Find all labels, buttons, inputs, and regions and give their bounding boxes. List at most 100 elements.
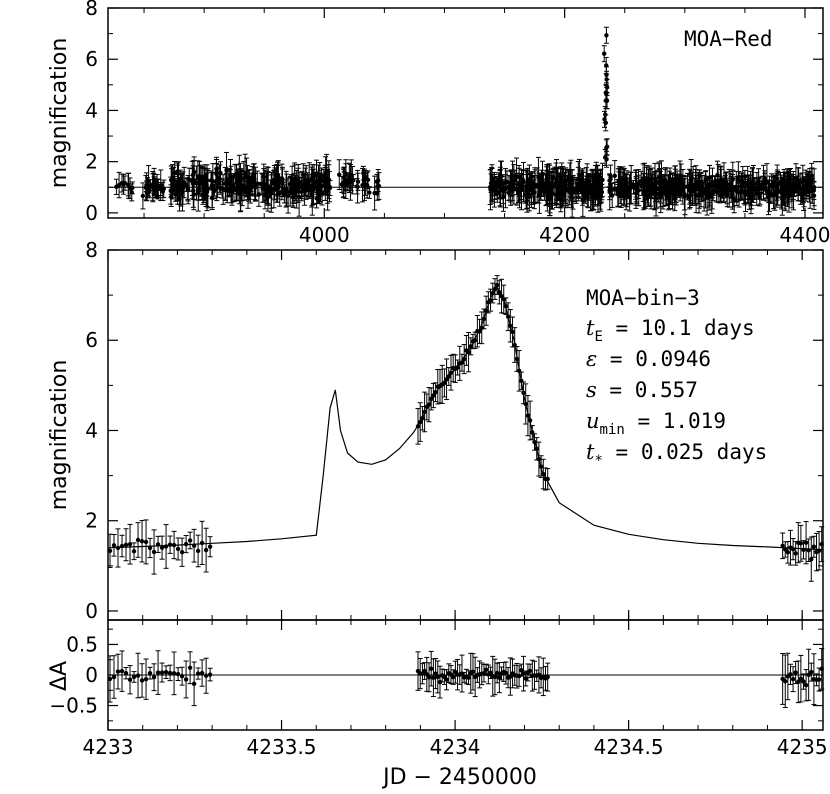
data-point <box>783 547 788 552</box>
data-point <box>169 178 174 183</box>
data-point <box>252 185 258 190</box>
data-point <box>477 329 482 334</box>
data-point <box>594 181 599 186</box>
data-point <box>488 297 493 303</box>
data-point <box>324 179 329 184</box>
y-tick-label: 4 <box>85 418 98 442</box>
residual-data-points <box>107 648 825 708</box>
top-axis-ticks: 0 2 4 6 8 4000 4200 4400 <box>85 0 830 247</box>
data-point <box>532 439 537 445</box>
data-point <box>497 290 502 295</box>
data-point <box>415 424 421 429</box>
data-point <box>546 182 552 187</box>
data-point <box>784 184 790 190</box>
data-point <box>503 303 509 309</box>
residual-point <box>433 671 438 676</box>
data-point <box>816 548 822 553</box>
data-point <box>792 187 797 192</box>
spike-point <box>604 144 610 149</box>
data-point <box>803 540 809 545</box>
data-point <box>284 187 289 193</box>
residual-point <box>426 675 432 680</box>
residual-point <box>819 666 824 672</box>
data-point <box>301 172 306 177</box>
residual-point <box>107 676 113 682</box>
data-point <box>790 546 796 552</box>
data-point <box>151 549 157 555</box>
data-point <box>461 356 467 362</box>
data-point <box>210 179 216 184</box>
data-point <box>420 416 425 421</box>
data-point <box>658 192 663 198</box>
data-point <box>190 173 196 178</box>
data-point <box>529 188 534 193</box>
x-tick-label: 4200 <box>539 223 590 247</box>
data-point <box>354 184 360 189</box>
data-point <box>277 190 282 196</box>
data-point <box>620 182 625 187</box>
residual-point <box>801 679 806 684</box>
data-point <box>521 390 526 396</box>
data-point <box>367 190 372 195</box>
residual-point <box>183 677 189 682</box>
data-point <box>672 190 678 195</box>
data-point <box>259 181 264 187</box>
data-point <box>363 182 368 187</box>
residual-point <box>444 677 449 682</box>
residual-point <box>115 669 121 674</box>
spike-point <box>603 112 608 117</box>
data-point <box>545 476 550 482</box>
data-point <box>489 183 495 189</box>
residual-point <box>793 670 798 675</box>
residual-point <box>119 668 125 674</box>
data-point <box>644 180 649 186</box>
data-point <box>315 189 320 194</box>
data-point <box>175 546 181 552</box>
data-point <box>422 409 427 415</box>
data-point <box>123 542 129 547</box>
residual-point <box>470 669 476 674</box>
data-point <box>151 179 157 185</box>
data-point <box>523 401 528 407</box>
spike-point <box>602 117 607 122</box>
data-point <box>155 542 161 547</box>
data-point <box>311 172 317 178</box>
residual-point <box>191 681 197 687</box>
residual-ylabel: ΔA <box>47 661 72 691</box>
data-point <box>265 185 270 190</box>
data-point <box>538 184 544 190</box>
y-tick-label: 0 <box>85 599 98 623</box>
data-point <box>673 181 678 187</box>
data-point <box>306 183 311 189</box>
data-point <box>346 177 351 182</box>
data-point <box>504 179 510 185</box>
y-tick-label: 0 <box>85 201 98 225</box>
data-point <box>785 550 791 555</box>
data-point <box>775 181 781 187</box>
data-point <box>615 192 621 197</box>
data-point <box>146 178 151 184</box>
data-point <box>700 189 706 194</box>
data-point <box>810 188 815 194</box>
data-point <box>442 380 447 386</box>
data-point <box>426 402 432 407</box>
data-point <box>147 189 152 194</box>
data-point <box>194 180 199 186</box>
residual-point <box>143 676 149 682</box>
data-point <box>119 543 125 549</box>
residual-point <box>488 670 493 675</box>
spike-point <box>604 72 609 78</box>
data-point <box>769 193 775 198</box>
y-tick-label: 0 <box>85 663 98 687</box>
residual-point <box>492 674 498 680</box>
data-point <box>121 182 126 187</box>
data-point <box>321 173 326 179</box>
data-point <box>111 543 117 548</box>
residual-point <box>127 677 133 682</box>
data-point <box>280 180 285 186</box>
data-point <box>612 173 617 179</box>
data-point <box>742 174 748 179</box>
data-point <box>173 192 178 197</box>
top-annotation: MOA−Red <box>684 27 773 51</box>
